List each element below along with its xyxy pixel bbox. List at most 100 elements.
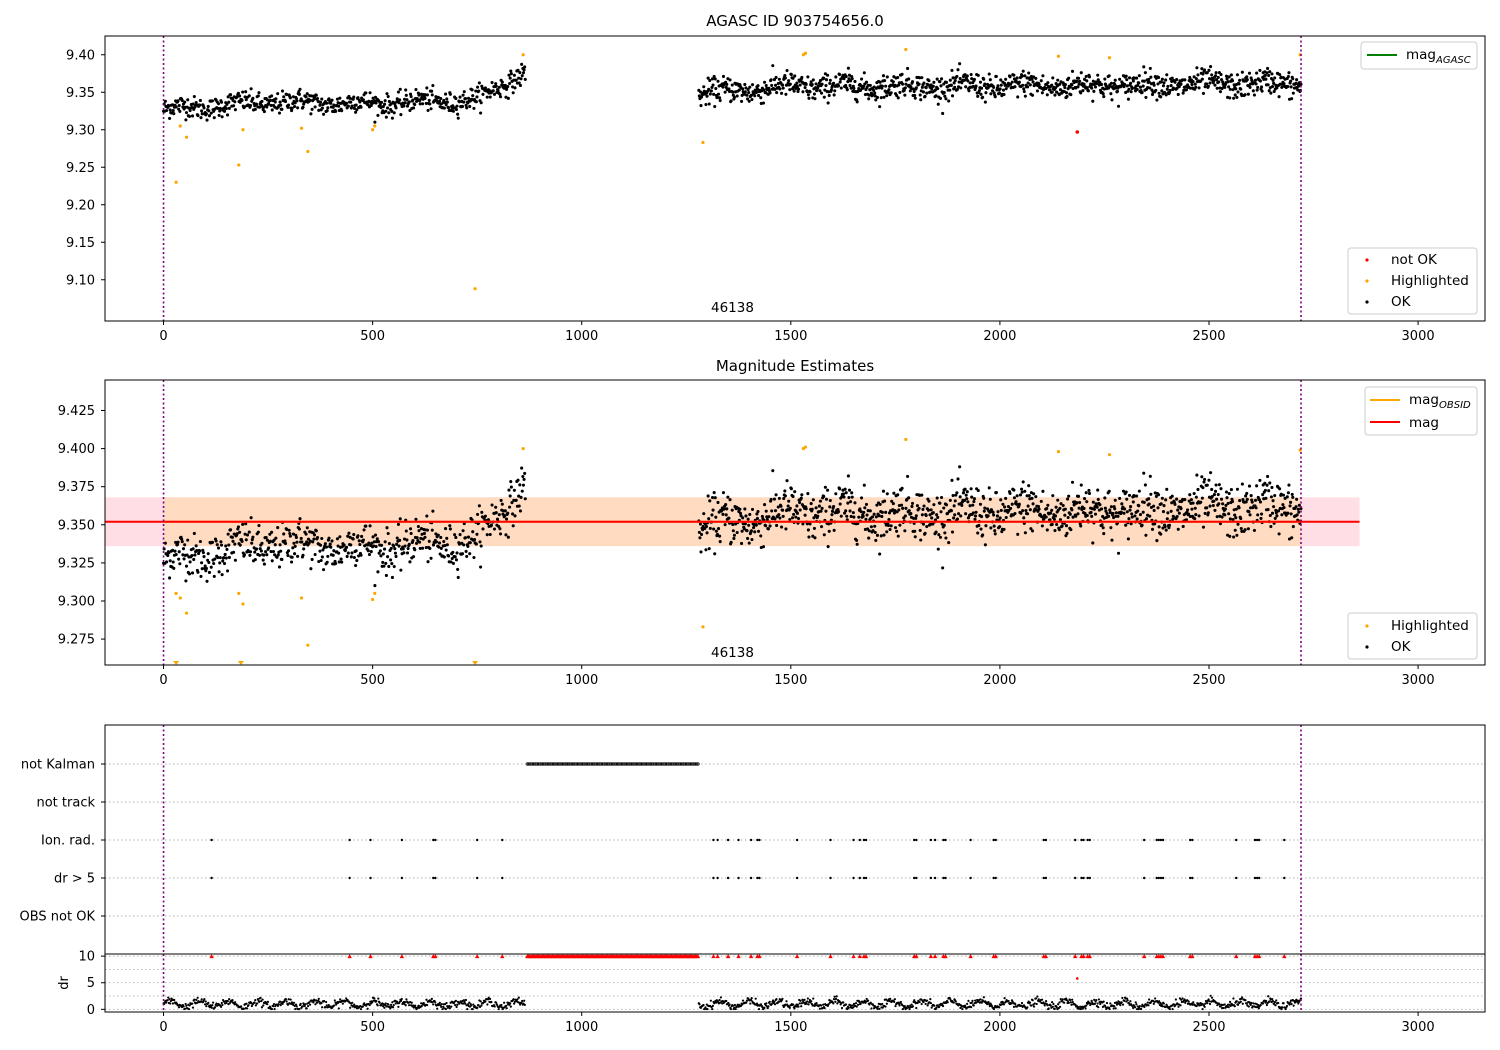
ok-point <box>472 106 476 110</box>
ok-point <box>1227 512 1231 516</box>
ion-rad-marker <box>915 838 918 842</box>
ok-point <box>1069 93 1073 97</box>
ok-point <box>1034 76 1038 80</box>
clipped-highlight-marker <box>173 661 180 665</box>
dr-point <box>718 998 721 1002</box>
ok-point <box>867 529 871 533</box>
ok-point <box>474 542 478 546</box>
ok-point <box>773 509 778 513</box>
ok-point <box>278 100 282 104</box>
ok-point <box>439 546 443 550</box>
ok-point <box>1040 524 1044 528</box>
ok-point <box>418 546 422 550</box>
dr-point <box>1052 1002 1055 1006</box>
ok-point <box>1268 513 1272 518</box>
ion-rad-marker <box>210 838 213 842</box>
ok-point <box>807 96 811 100</box>
ok-point <box>393 547 397 551</box>
ok-point <box>488 532 492 537</box>
ok-point <box>732 95 736 99</box>
ok-point <box>819 509 823 513</box>
ok-point <box>306 537 311 541</box>
ok-point <box>523 497 527 501</box>
ok-point <box>1179 82 1183 86</box>
ok-point <box>885 530 889 534</box>
ok-point <box>390 109 394 113</box>
ok-point <box>753 530 757 534</box>
ok-point <box>741 87 745 91</box>
dr-point <box>1102 1000 1105 1003</box>
ok-point <box>811 498 815 502</box>
ok-point <box>726 495 730 499</box>
ok-point <box>1148 474 1152 478</box>
ok-point <box>297 90 301 94</box>
ok-point <box>520 489 524 493</box>
ok-point <box>407 542 411 546</box>
ok-point <box>992 513 996 517</box>
ok-point <box>455 104 459 108</box>
ok-point <box>217 113 221 117</box>
ok-point <box>262 562 266 566</box>
dr-point <box>815 1001 818 1005</box>
ok-point <box>940 495 944 500</box>
ok-point <box>280 89 285 93</box>
ok-point <box>191 102 195 106</box>
ok-point <box>1195 473 1199 477</box>
dr-point <box>893 998 896 1001</box>
highlighted-point <box>904 47 908 52</box>
ok-point <box>1087 491 1092 496</box>
x-tick-label: 0 <box>159 673 167 688</box>
ok-point <box>890 499 894 503</box>
ok-point <box>386 94 390 99</box>
y-tick-label: 9.425 <box>58 404 95 419</box>
dr-point <box>430 997 433 1000</box>
ok-point <box>1030 496 1034 500</box>
ok-point <box>1020 487 1024 491</box>
ok-point <box>264 535 268 540</box>
ok-point <box>942 506 946 510</box>
ok-point <box>868 509 872 513</box>
ok-point <box>227 555 231 560</box>
ok-point <box>1147 77 1151 81</box>
ok-point <box>1228 87 1232 91</box>
ok-point <box>850 491 854 495</box>
ok-point <box>965 74 969 78</box>
ok-point <box>944 536 948 540</box>
ok-point <box>462 100 466 104</box>
ok-point <box>770 509 774 513</box>
ok-point <box>743 522 747 526</box>
ok-point <box>1127 87 1131 91</box>
ok-point <box>1109 92 1113 96</box>
ok-point <box>1129 522 1133 526</box>
ok-point <box>1195 66 1199 70</box>
ok-point <box>1053 93 1057 97</box>
ok-point <box>517 494 521 498</box>
ok-point <box>820 82 824 86</box>
ok-point <box>979 527 983 531</box>
ok-point <box>437 545 441 549</box>
ok-point <box>954 493 958 497</box>
ok-point <box>836 84 841 88</box>
ok-point <box>1096 73 1100 77</box>
ok-point <box>1137 81 1141 85</box>
ok-point <box>1268 481 1272 485</box>
ok-point <box>227 106 231 110</box>
ok-point <box>1024 509 1028 513</box>
ok-point <box>713 496 717 500</box>
ok-point <box>479 101 483 105</box>
dr-gt-5-marker <box>1155 876 1158 880</box>
dr-point <box>1093 998 1096 1001</box>
ok-point <box>325 560 329 564</box>
ion-rad-marker <box>1086 838 1089 842</box>
ok-point <box>857 515 861 519</box>
ok-point <box>1140 90 1144 95</box>
ok-point <box>949 509 953 513</box>
dr-point <box>763 1006 766 1009</box>
ok-point <box>278 543 282 547</box>
dr-point <box>479 1000 482 1003</box>
ok-point <box>810 83 814 87</box>
dr-gt-5-marker <box>1191 876 1194 880</box>
ok-point <box>849 79 853 83</box>
dr-point <box>1051 1005 1054 1008</box>
ok-point <box>966 79 970 83</box>
